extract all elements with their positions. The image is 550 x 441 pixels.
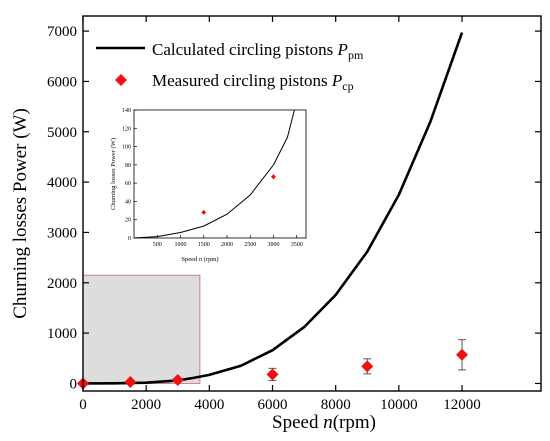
inset-calculated-line <box>133 109 295 239</box>
inset-background <box>108 103 312 271</box>
measured-point <box>266 368 279 381</box>
inset-y-tick-label: 20 <box>125 218 131 224</box>
inset-frame <box>133 109 307 239</box>
inset-x-tick-label: 3500 <box>291 242 303 248</box>
legend-entry-measured: Measured circling pistons Pcp <box>152 71 354 93</box>
legend-entry-measured-text: Measured circling pistons <box>152 71 332 90</box>
y-tick-label: 1000 <box>47 326 77 342</box>
inset-x-axis-label-symbol: n <box>199 256 202 263</box>
inset-y-axis-label: Churning losses Power (W) <box>110 138 117 210</box>
legend-diamond-swatch <box>115 74 127 86</box>
measured-point <box>171 374 184 387</box>
inset-y-tick-label: 60 <box>125 181 131 187</box>
legend-entry-calculated-subscript: pm <box>348 48 364 62</box>
inset-x-tick-label: 500 <box>153 242 162 248</box>
inset-y-tick-label: 40 <box>125 199 131 205</box>
legend-entry-calculated: Calculated circling pistons Ppm <box>152 40 364 62</box>
x-tick-label: 8000 <box>321 397 351 413</box>
inset-x-tick-label: 2500 <box>244 242 256 248</box>
inset-y-tick-label: 140 <box>122 108 131 114</box>
y-axis-label: Churning losses Power (W) <box>10 108 31 319</box>
y-tick-label: 3000 <box>47 225 77 241</box>
x-tick-label: 10000 <box>380 397 418 413</box>
measured-point <box>456 348 469 361</box>
plot-frame <box>82 15 542 392</box>
inset-x-tick-label: 2000 <box>221 242 233 248</box>
measured-point <box>124 376 137 389</box>
calculated-power-line <box>82 32 464 385</box>
y-tick-label: 0 <box>70 376 78 392</box>
legend-entry-calculated-symbol: P <box>337 40 348 59</box>
x-axis-label-text: Speed <box>272 412 323 433</box>
x-tick-label: 6000 <box>258 397 288 413</box>
x-axis-label: Speed n(rpm) <box>272 412 376 433</box>
legend-entry-calculated-text: Calculated circling pistons <box>152 40 338 59</box>
y-tick-label: 7000 <box>47 24 77 40</box>
inset-x-axis-label: Speed n (rpm) <box>181 256 218 263</box>
legend-entry-measured-symbol: P <box>331 71 342 90</box>
x-tick-label: 0 <box>79 397 87 413</box>
y-tick-label: 6000 <box>47 74 77 90</box>
inset-chart: 500 1000 1500 2000 2500 3000 3500 0 20 40 60 80 100 1… <box>108 103 312 271</box>
inset-y-tick-label: 0 <box>128 236 131 242</box>
inset-x-axis-label-text: Speed <box>181 256 199 263</box>
inset-x-tick-label: 3000 <box>267 242 279 248</box>
inset-zoom-region <box>82 274 201 384</box>
inset-x-tick-label: 1500 <box>198 242 210 248</box>
measured-point <box>361 360 374 373</box>
y-tick-label: 2000 <box>47 276 77 292</box>
inset-measured-point <box>201 209 207 215</box>
legend-entry-measured-subscript: cp <box>342 79 353 93</box>
inset-measured-point <box>270 174 276 180</box>
x-axis-label-unit: (rpm) <box>333 412 376 433</box>
x-tick-label: 12000 <box>443 397 481 413</box>
inset-y-tick-label: 100 <box>122 145 131 151</box>
y-tick-label: 4000 <box>47 175 77 191</box>
x-tick-label: 4000 <box>194 397 224 413</box>
y-tick-label: 5000 <box>47 125 77 141</box>
legend: Calculated circling pistons Ppm Measured… <box>96 40 364 93</box>
inset-x-tick-label: 1000 <box>174 242 186 248</box>
x-tick-label: 2000 <box>131 397 161 413</box>
inset-y-tick-label: 120 <box>122 126 131 132</box>
x-axis-label-symbol: n <box>323 412 333 433</box>
inset-x-axis-label-unit: (rpm) <box>202 256 218 263</box>
inset-y-tick-label: 80 <box>125 163 131 169</box>
